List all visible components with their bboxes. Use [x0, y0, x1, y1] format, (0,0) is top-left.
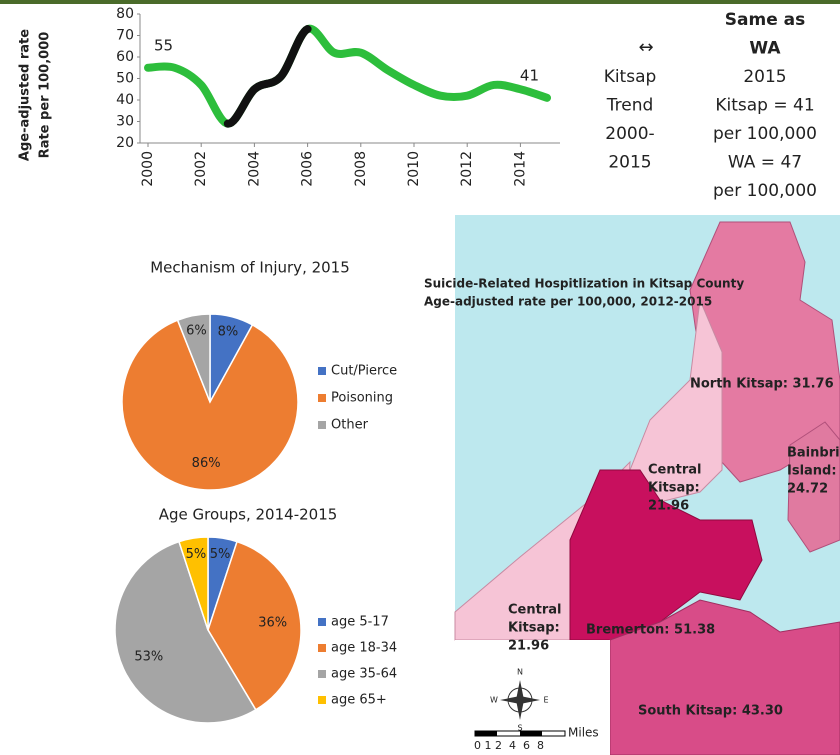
- trend-text: 2000-: [605, 124, 654, 144]
- legend-label: age 5-17: [331, 615, 389, 630]
- legend-label: Other: [331, 418, 369, 433]
- legend-label: age 35-64: [331, 667, 397, 682]
- bainbridge: [787, 421, 840, 553]
- legend-label: Poisoning: [331, 391, 393, 406]
- region-label: 24.72: [787, 482, 828, 497]
- pie-slice: [121, 319, 299, 491]
- legend-label: Cut/Pierce: [331, 364, 397, 379]
- compass-letter: S: [517, 724, 522, 733]
- x-tick-label: 2000: [140, 151, 156, 187]
- y-tick-label: 60: [116, 49, 134, 65]
- y-tick-label: 70: [116, 28, 134, 44]
- pie-slice: [178, 536, 209, 631]
- trend-text: WA = 47: [728, 153, 802, 173]
- slice-label: 8%: [218, 325, 239, 340]
- region-label: Central: [508, 603, 561, 618]
- region-label: 21.96: [508, 639, 549, 654]
- trend-text: Kitsap = 41: [715, 96, 814, 116]
- region-label: 21.96: [648, 499, 689, 514]
- x-tick-label: 2010: [406, 151, 422, 187]
- trend-arrow: ↔: [638, 37, 653, 58]
- slice-label: 86%: [192, 456, 221, 471]
- x-tick-label: 2004: [246, 151, 262, 187]
- trend-text: per 100,000: [713, 181, 817, 201]
- compass-letter: W: [490, 696, 498, 705]
- x-tick-label: 2012: [459, 151, 475, 187]
- y-tick-label: 20: [116, 135, 134, 151]
- pie-title: Mechanism of Injury, 2015: [150, 259, 350, 277]
- legend-swatch: [318, 696, 326, 704]
- y-axis-label: Rate per 100,000: [38, 32, 53, 159]
- y-tick-label: 80: [116, 6, 134, 22]
- legend-swatch: [318, 644, 326, 652]
- pie-slice: [114, 540, 257, 724]
- compass-letter: E: [543, 696, 548, 705]
- scale-bar-fill: [520, 731, 542, 736]
- compass-rose: [500, 680, 540, 720]
- region-label: Kitsap:: [648, 481, 700, 496]
- trend-text: Trend: [606, 96, 654, 116]
- slice-label: 5%: [210, 547, 231, 562]
- map: [454, 215, 840, 755]
- data-label: 55: [154, 36, 173, 54]
- region-label: North Kitsap: 31.76: [690, 377, 834, 392]
- legend-swatch: [318, 670, 326, 678]
- scale-bar-fill: [475, 731, 497, 736]
- legend-label: age 65+: [331, 693, 387, 708]
- x-tick-label: 2014: [512, 151, 528, 187]
- slice-label: 53%: [134, 650, 163, 665]
- top-bar: [0, 0, 840, 4]
- map-title: Suicide-Related Hospitlization in Kitsap…: [424, 277, 744, 291]
- line: [144, 24, 551, 128]
- legend-swatch: [318, 367, 326, 375]
- region-label: Bainbridge: [787, 446, 840, 461]
- y-tick-label: 50: [116, 71, 134, 87]
- compass-letter: N: [517, 668, 523, 677]
- region-label: South Kitsap: 43.30: [638, 704, 783, 719]
- pie-title: Age Groups, 2014-2015: [159, 506, 338, 524]
- x-tick-label: 2002: [193, 151, 209, 187]
- trend-text: Kitsap: [604, 67, 657, 87]
- legend-swatch: [318, 394, 326, 402]
- region-label: Central: [648, 463, 701, 478]
- pie-slice: [176, 313, 211, 403]
- trend-heading: Same as: [725, 10, 805, 30]
- slice-label: 36%: [258, 615, 287, 630]
- legend-swatch: [318, 618, 326, 626]
- scale-ticks: 0 1 2 4 6 8: [474, 739, 544, 752]
- highlight-line: [223, 25, 312, 128]
- slice-label: 6%: [186, 324, 207, 339]
- x-tick-label: 2008: [353, 151, 369, 187]
- data-label: 41: [520, 66, 539, 84]
- y-tick-label: 40: [116, 92, 134, 108]
- slice-label: 5%: [186, 547, 207, 562]
- trend-heading: WA: [749, 39, 781, 59]
- scale-unit: Miles: [568, 726, 599, 740]
- y-tick-label: 30: [116, 114, 134, 130]
- region-label: Island:: [787, 464, 837, 479]
- south-kitsap: [609, 599, 840, 755]
- trend-text: 2015: [743, 67, 786, 87]
- region-label: Kitsap:: [508, 621, 560, 636]
- trend-text: per 100,000: [713, 124, 817, 144]
- legend-swatch: [318, 421, 326, 429]
- map-title: Age-adjusted rate per 100,000, 2012-2015: [424, 295, 712, 309]
- trend-text: 2015: [608, 153, 651, 173]
- region-label: Bremerton: 51.38: [586, 623, 715, 638]
- legend-label: age 18-34: [331, 641, 397, 656]
- y-axis-label: Age-adjusted rate: [18, 29, 33, 161]
- x-tick-label: 2006: [300, 151, 316, 187]
